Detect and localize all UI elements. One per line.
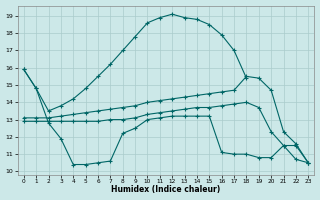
X-axis label: Humidex (Indice chaleur): Humidex (Indice chaleur): [111, 185, 221, 194]
